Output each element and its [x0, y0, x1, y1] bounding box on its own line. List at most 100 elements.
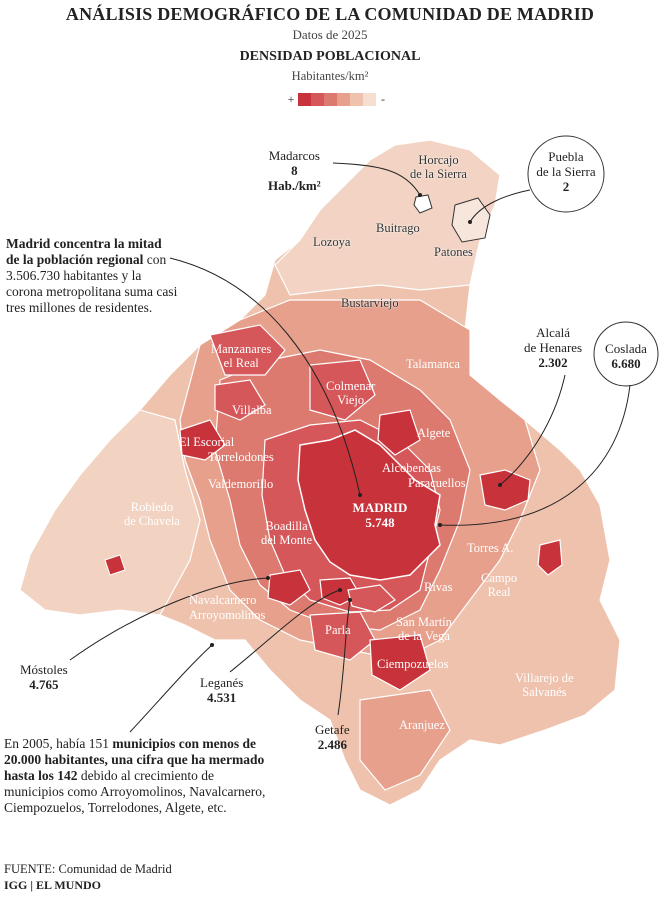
callout-getafe-value: 2.486: [317, 737, 347, 752]
leader-dot-getafe: [348, 598, 352, 602]
leader-dot-alcala: [498, 483, 502, 487]
leader-dot-madrid: [358, 493, 362, 497]
label-valdemorillo: Valdemorillo: [208, 477, 274, 491]
label-villarejo-line2: Salvanés: [522, 685, 567, 699]
legend-swatch-5: [350, 92, 363, 106]
leader-dot-municipios: [210, 643, 214, 647]
madrid-pop-leader: [169, 257, 361, 496]
mostoles-leader: [69, 577, 269, 661]
label-robledo-line1: Robledo: [130, 500, 174, 514]
label-bustarviejo: Bustarviejo: [341, 296, 399, 310]
note-municipios-text2: debido al crecimiento de municipios como…: [4, 768, 266, 815]
label-campo-real: Campo Real: [481, 571, 517, 599]
callout-puebla-name1: Puebla: [548, 149, 584, 164]
note-madrid-population-bold: Madrid concentra la mitad de la població…: [6, 236, 162, 267]
callout-puebla-name2: de la Sierra: [536, 164, 596, 179]
label-robledo: Robledo de Chavela: [124, 500, 180, 528]
leader-dot-puebla: [468, 220, 472, 224]
label-colmenar: Colmenar Viejo: [326, 379, 375, 407]
legend-minus: -: [381, 91, 385, 106]
label-campo-line2: Real: [487, 585, 511, 599]
label-villarejo-line1: Villarejo de: [515, 671, 574, 685]
note-municipios-bold: municipios con menos de 20.000 habitante…: [4, 736, 265, 783]
alcala-leader: [499, 374, 566, 486]
label-horcajo-line2: de la Sierra: [410, 167, 467, 181]
label-algete: Algete: [417, 426, 451, 440]
parla-shape: [309, 611, 376, 661]
callout-getafe-name: Getafe: [315, 722, 350, 737]
label-aranjuez: Aranjuez: [399, 718, 445, 732]
leader-dot-leganes: [338, 588, 342, 592]
label-horcajo-line1: Horcajo: [418, 153, 459, 167]
alcobendas-shape: [377, 409, 421, 456]
label-rivas: Rivas: [424, 580, 453, 594]
section-title: DENSIDAD POBLACIONAL: [239, 49, 421, 64]
label-san-martin-line1: San Martín: [396, 615, 452, 629]
colmenar-shape: [309, 359, 376, 421]
label-parla: Parla: [325, 623, 351, 637]
puebla-leader: [469, 189, 531, 223]
puebla-callout-circle: [527, 135, 605, 213]
legend-swatch-6: [363, 92, 376, 106]
callout-madarcos: Madarcos 8 Hab./km²: [268, 148, 321, 193]
label-torrelodones: Torrelodones: [208, 450, 274, 464]
label-arroyomolinos: Arroyomolinos: [189, 608, 266, 622]
mostoles-shape: [267, 569, 311, 606]
leganes-leader: [229, 589, 341, 673]
label-villalba: Villalba: [232, 403, 272, 417]
getafe-leader: [337, 599, 351, 716]
callout-alcala: Alcalá de Henares 2.302: [524, 325, 582, 370]
callout-madarcos-name: Madarcos: [268, 148, 320, 163]
callout-madarcos-value: 8: [291, 163, 298, 178]
callout-puebla: Puebla de la Sierra 2: [528, 149, 604, 194]
label-torres: Torres A.: [467, 541, 514, 555]
label-manzanares-line1: Manzanares: [211, 342, 272, 356]
getafe-shape: [347, 584, 396, 613]
callout-alcala-name1: Alcalá: [536, 325, 571, 340]
madarcos-leader: [332, 162, 421, 196]
madarcos-shape: [413, 194, 433, 214]
madrid-name: MADRID: [352, 500, 408, 515]
madrid-label: MADRID 5.748: [340, 500, 420, 530]
escorial-shape: [179, 419, 226, 461]
legend-swatch-2: [311, 92, 324, 106]
callout-getafe: Getafe 2.486: [315, 722, 350, 752]
note-madrid-population-text: con 3.506.730 habitantes y la corona met…: [6, 252, 178, 315]
label-buitrago: Buitrago: [376, 221, 420, 235]
callout-leganes-name: Leganés: [200, 675, 244, 690]
callout-coslada-name: Coslada: [605, 341, 647, 356]
note-municipios: En 2005, había 151 municipios con menos …: [4, 736, 269, 816]
coslada-callout-circle: [593, 321, 659, 387]
leader-dot-coslada: [438, 523, 442, 527]
ciempozuelos-shape: [369, 634, 431, 691]
page-title: ANÁLISIS DEMOGRÁFICO DE LA COMUNIDAD DE …: [65, 4, 595, 24]
madrid-value: 5.748: [365, 515, 395, 530]
madrid-city-shape: [297, 429, 441, 581]
leader-dot-madarcos: [418, 193, 422, 197]
label-boadilla-line2: del Monte: [261, 533, 313, 547]
credit-note: IGG | EL MUNDO: [4, 878, 101, 892]
label-san-martin: San Martín de la Vega: [396, 615, 452, 643]
callout-leganes-value: 4.531: [207, 690, 237, 705]
region-north: [274, 139, 501, 296]
manzanares-shape: [209, 324, 286, 376]
callout-mostoles-name: Móstoles: [20, 662, 68, 677]
label-ciempozuelos: Ciempozuelos: [377, 657, 449, 671]
label-boadilla-line1: Boadilla: [265, 519, 308, 533]
label-horcajo: Horcajo de la Sierra: [410, 153, 467, 181]
aranjuez-shape: [359, 689, 451, 791]
west-dense-shape: [104, 554, 126, 576]
coslada-leader: [439, 384, 631, 526]
villalba-shape: [214, 379, 266, 421]
label-paracuellos: Paracuellos: [408, 476, 466, 490]
label-san-martin-line2: de la Vega: [398, 629, 450, 643]
color-legend: + -: [284, 90, 390, 108]
coslada-shape: [479, 469, 531, 511]
label-colmenar-line2: Viejo: [337, 393, 365, 407]
unit-label: Habitantes/km²: [291, 69, 369, 83]
label-boadilla: Boadilla del Monte: [261, 519, 312, 547]
label-patones: Patones: [434, 245, 473, 259]
callout-alcala-name2: de Henares: [524, 340, 583, 355]
callout-madarcos-unit: Hab./km²: [268, 178, 321, 193]
